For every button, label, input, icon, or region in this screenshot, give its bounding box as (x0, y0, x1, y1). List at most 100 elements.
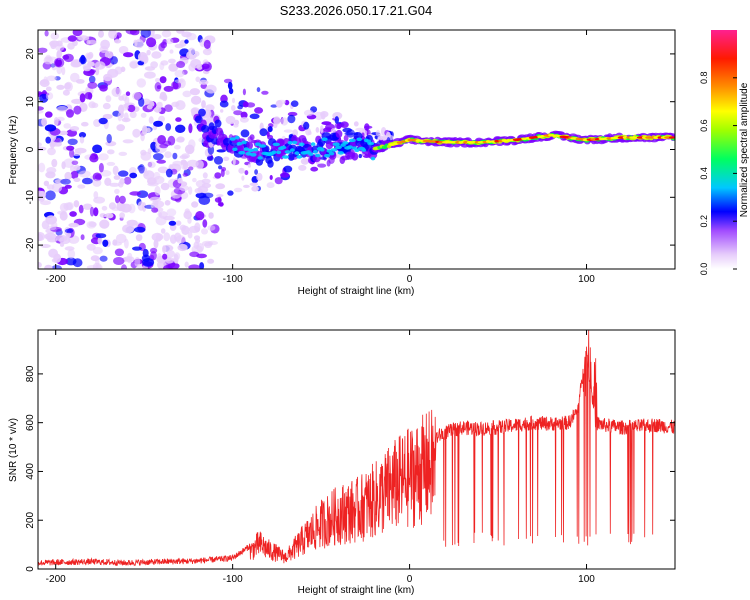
spectral-blob (190, 107, 200, 115)
spectral-blob (99, 219, 110, 229)
spectral-blob (129, 172, 138, 179)
spectral-blob (194, 115, 203, 124)
spectral-blob (375, 129, 381, 137)
spectral-blob (46, 235, 52, 240)
spectral-blob (342, 127, 353, 133)
spectral-blob (252, 147, 259, 152)
spectral-blob (335, 129, 343, 138)
spectral-blob (315, 153, 321, 158)
spectral-blob (207, 258, 215, 264)
spectral-blob (47, 147, 56, 156)
spectral-blob (108, 30, 118, 39)
spectral-blob (199, 262, 205, 269)
spectral-blob (69, 211, 77, 217)
spectral-blob (62, 89, 70, 96)
spectral-blob (240, 111, 248, 119)
spectral-blob (290, 148, 295, 152)
snr-x-axis-label: Height of straight line (km) (298, 585, 415, 596)
spectral-blob (88, 39, 97, 45)
spectral-blob (188, 47, 196, 55)
spectral-blob (337, 151, 344, 155)
y-tick-label: -20 (25, 237, 36, 252)
spectral-blob (100, 39, 110, 50)
spectral-blob (195, 76, 201, 83)
spectral-blob (132, 92, 142, 101)
spectral-blob (188, 264, 201, 269)
spectral-blob (129, 191, 141, 196)
spectral-blob (247, 163, 251, 168)
spectral-blob (119, 177, 125, 185)
spectral-blob (184, 261, 189, 268)
spectral-blob (124, 226, 134, 234)
spectral-blob (310, 142, 316, 146)
spectral-blob (55, 44, 65, 52)
spectral-blob (92, 144, 103, 154)
spectral-blob (249, 113, 260, 120)
spectral-blob (182, 90, 192, 98)
spectral-blob (303, 121, 310, 130)
spectral-blob (323, 153, 331, 158)
spectral-blob (254, 169, 258, 175)
spectral-blob (240, 129, 250, 138)
spectral-blob (169, 234, 177, 244)
spectral-blob (255, 142, 261, 146)
spectral-blob (205, 84, 217, 94)
spectral-blob (242, 88, 246, 96)
colorbar-tick-label: 0.6 (699, 119, 709, 132)
spectral-blob (280, 117, 289, 126)
spectral-blob (296, 155, 303, 159)
spectral-blob (227, 81, 233, 90)
spectral-blob (46, 75, 57, 82)
x-tick-label: -100 (223, 274, 243, 285)
spectral-blob (202, 48, 212, 56)
spectral-blob (38, 142, 42, 147)
spectral-blob (159, 76, 167, 84)
spectral-blob (367, 141, 375, 146)
spectrogram-blobs (38, 30, 675, 269)
spectral-blob (93, 207, 99, 217)
spectral-blob (310, 166, 319, 172)
spectral-blob (201, 63, 210, 70)
spectral-blob (216, 194, 224, 198)
spectral-blob (232, 147, 238, 152)
spectral-blob (220, 109, 224, 113)
spectral-blob (45, 136, 51, 144)
spectral-blob (287, 114, 296, 124)
spectral-blob (95, 257, 100, 267)
spectral-blob (233, 110, 243, 116)
spectral-blob (152, 34, 162, 40)
spectral-blob (93, 191, 99, 199)
spectral-blob (259, 128, 268, 137)
spectral-blob (95, 233, 107, 239)
spectral-blob (44, 124, 57, 132)
spectral-blob (78, 204, 84, 214)
spectral-blob (300, 158, 309, 165)
spectral-blob (94, 61, 106, 70)
spectral-blob (38, 190, 47, 198)
spectral-blob (283, 129, 294, 133)
spectral-blob (267, 126, 273, 133)
spectral-blob (201, 125, 210, 133)
spectral-blob (78, 170, 91, 178)
spectral-blob (135, 234, 143, 242)
spectral-blob (86, 53, 93, 60)
spectral-blob (149, 196, 162, 202)
spectral-blob (189, 88, 200, 96)
spectral-blob (303, 109, 314, 117)
spectral-blob (53, 57, 65, 68)
spectral-blob (250, 153, 257, 157)
spectral-blob (214, 172, 222, 179)
spectral-blob (119, 212, 125, 219)
spectral-blob (157, 166, 169, 174)
spectral-blob (194, 222, 201, 233)
spectrogram-y-ticks: -20 -10 0 10 20 (25, 48, 675, 252)
spectral-blob (175, 124, 186, 133)
snr-frame (37, 329, 676, 570)
y-tick-label: 0 (25, 566, 36, 572)
spectral-blob (219, 201, 224, 207)
spectral-blob (243, 147, 250, 151)
spectral-blob (242, 101, 249, 108)
spectral-blob (231, 97, 236, 104)
spectral-blob (272, 142, 280, 147)
